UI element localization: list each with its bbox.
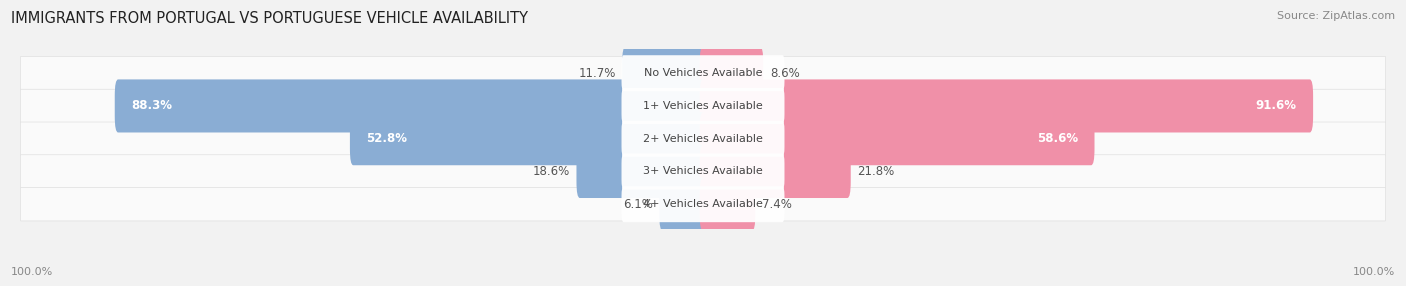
FancyBboxPatch shape <box>700 112 1094 165</box>
Text: 58.6%: 58.6% <box>1036 132 1078 145</box>
FancyBboxPatch shape <box>115 80 706 132</box>
FancyBboxPatch shape <box>700 145 851 198</box>
Text: 2+ Vehicles Available: 2+ Vehicles Available <box>643 134 763 144</box>
FancyBboxPatch shape <box>700 80 1313 132</box>
Text: No Vehicles Available: No Vehicles Available <box>644 68 762 78</box>
FancyBboxPatch shape <box>623 47 706 100</box>
Text: 88.3%: 88.3% <box>131 100 173 112</box>
FancyBboxPatch shape <box>621 88 785 124</box>
Text: 7.4%: 7.4% <box>762 198 792 211</box>
Text: 3+ Vehicles Available: 3+ Vehicles Available <box>643 166 763 176</box>
Text: 4+ Vehicles Available: 4+ Vehicles Available <box>643 199 763 209</box>
Text: 18.6%: 18.6% <box>533 165 569 178</box>
Text: 100.0%: 100.0% <box>11 267 53 277</box>
FancyBboxPatch shape <box>659 178 706 231</box>
FancyBboxPatch shape <box>21 155 1385 188</box>
FancyBboxPatch shape <box>621 121 785 157</box>
FancyBboxPatch shape <box>21 188 1385 221</box>
Text: 21.8%: 21.8% <box>858 165 894 178</box>
Text: 6.1%: 6.1% <box>623 198 652 211</box>
FancyBboxPatch shape <box>700 47 763 100</box>
FancyBboxPatch shape <box>21 122 1385 155</box>
FancyBboxPatch shape <box>21 89 1385 123</box>
Text: 1+ Vehicles Available: 1+ Vehicles Available <box>643 101 763 111</box>
Text: 91.6%: 91.6% <box>1256 100 1296 112</box>
FancyBboxPatch shape <box>576 145 706 198</box>
Text: 8.6%: 8.6% <box>770 67 800 80</box>
FancyBboxPatch shape <box>21 56 1385 90</box>
FancyBboxPatch shape <box>621 186 785 222</box>
FancyBboxPatch shape <box>350 112 706 165</box>
Text: Source: ZipAtlas.com: Source: ZipAtlas.com <box>1277 11 1395 21</box>
Text: IMMIGRANTS FROM PORTUGAL VS PORTUGUESE VEHICLE AVAILABILITY: IMMIGRANTS FROM PORTUGAL VS PORTUGUESE V… <box>11 11 529 26</box>
Text: 100.0%: 100.0% <box>1353 267 1395 277</box>
Text: 52.8%: 52.8% <box>367 132 408 145</box>
FancyBboxPatch shape <box>621 55 785 91</box>
Text: 11.7%: 11.7% <box>578 67 616 80</box>
FancyBboxPatch shape <box>621 154 785 189</box>
FancyBboxPatch shape <box>700 178 755 231</box>
